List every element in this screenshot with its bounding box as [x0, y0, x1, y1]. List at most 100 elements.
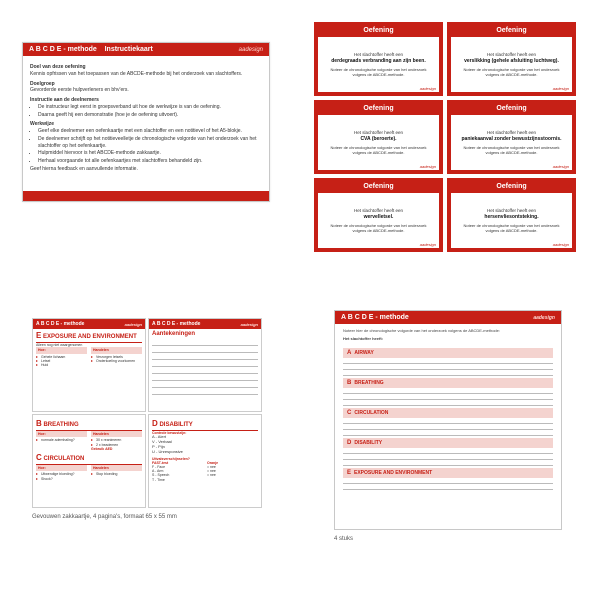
pocket-panel: A B C D E - methode aadesign Aantekening…	[148, 318, 262, 412]
brand-logo: aadesign	[125, 322, 142, 327]
brand-logo: aadesign	[533, 315, 555, 321]
write-line	[343, 484, 553, 490]
exercise-line2: wervelletsel.	[364, 214, 394, 220]
list-item: Herhaal voorgaande tot alle oefenkaartje…	[38, 158, 262, 165]
instruction-header-right: Instructiekaart	[105, 46, 153, 53]
bullet: Onderkoeling voorkomen	[91, 359, 142, 363]
section-text: Gevorderde eerste hulpverleners en bhv'e…	[30, 87, 262, 94]
instruction-header: A B C D E - methode Instructiekaart aade…	[23, 43, 269, 56]
instruction-body: Doel van deze oefening Kennis opfrissen …	[23, 56, 269, 191]
note-line	[152, 388, 258, 395]
bullet: Shock?	[36, 477, 87, 481]
exercise-card: Oefening Het slachtoffer heeft een CVA (…	[314, 100, 443, 174]
letter: E	[36, 331, 41, 340]
worksheet-intro: Noteer hier de chronologische volgorde v…	[343, 328, 553, 333]
worksheet-caption: 4 stuks	[334, 536, 353, 542]
brand-logo: aadesign	[420, 242, 436, 247]
two-column: FAST-test F - Face A - Arm S - Speech T …	[152, 461, 258, 482]
two-column: Hoe: Gehele lichaam Letsel Huid Handelen…	[36, 347, 142, 367]
exercise-line1: Het slachtoffer heeft een	[487, 208, 536, 213]
row-title: EXPOSURE AND ENVIRONMENT	[354, 470, 432, 476]
instruction-header-left: A B C D E - methode	[29, 46, 97, 53]
exercise-line2: derdegraads verbranding aan zijn been.	[331, 58, 425, 64]
section-text: Kennis opfrissen van het toepassen van d…	[30, 71, 262, 78]
letter-heading: C CIRCULATION	[36, 453, 142, 465]
exercise-line3: Noteer de chronologische volgorde van he…	[457, 224, 566, 234]
letter: C	[36, 453, 42, 462]
list-item: De deelnemer schrijft op het notitieveel…	[38, 136, 262, 150]
exercise-line2: CVA (beroerte).	[360, 136, 396, 142]
exercise-card: Oefening Het slachtoffer heeft een werve…	[314, 178, 443, 252]
pocket-body: E EXPOSURE AND ENVIRONMENT Alleen nog ni…	[33, 329, 145, 411]
exercise-line1: Het slachtoffer heeft een	[487, 52, 536, 57]
worksheet-row: CCIRCULATION	[343, 408, 553, 436]
brand-logo: aadesign	[420, 86, 436, 91]
bullet: 2 x beademen	[91, 443, 142, 447]
bullet: Stop bloeding	[91, 472, 142, 476]
pocket-header: A B C D E - methode aadesign	[33, 319, 145, 329]
letter: D	[152, 419, 158, 428]
section-list: De instructeur legt eerst in groepsverba…	[30, 104, 262, 119]
list-item: U - Unresponsive	[152, 450, 258, 455]
pocket-header: A B C D E - methode aadesign	[149, 319, 261, 329]
exercise-inner: Het slachtoffer heeft een CVA (beroerte)…	[318, 115, 439, 170]
exercise-line3: Noteer de chronologische volgorde van he…	[324, 68, 433, 78]
write-line	[343, 400, 553, 406]
worksheet-row: DDISABILITY	[343, 438, 553, 466]
exercise-line3: Noteer de chronologische volgorde van he…	[324, 146, 433, 156]
list-item: Daarna geeft hij een demonstratie (hoe j…	[38, 112, 262, 119]
exercise-title: Oefening	[318, 104, 439, 115]
row-letter: B	[347, 380, 351, 386]
col-header: Hoe:	[36, 465, 87, 471]
exercise-inner: Het slachtoffer heeft een paniekaanval z…	[451, 115, 572, 170]
exercise-title: Oefening	[451, 104, 572, 115]
row-title: DISABILITY	[354, 440, 382, 446]
worksheet-header: A B C D E - methode aadesign	[335, 311, 561, 324]
notes-title: Aantekeningen	[152, 331, 258, 339]
col-header: Hoe:	[36, 347, 87, 353]
exercise-title: Oefening	[451, 182, 572, 193]
instruction-footer-bar	[23, 191, 269, 201]
instruction-card: A B C D E - methode Instructiekaart aade…	[22, 42, 270, 202]
pocket-header-text: A B C D E - methode	[152, 321, 200, 327]
exercise-line2: hersenvliesontsteking.	[484, 214, 538, 220]
note-text: Gebruik AED	[91, 447, 142, 451]
bullet: normale ademhaling?	[36, 438, 87, 442]
brand-logo: aadesign	[553, 164, 569, 169]
list-item: Hulpmiddel hiervoor is het ABCDE-methode…	[38, 150, 262, 157]
two-column: Hoe: Uitwendige bloeding? Shock? Handele…	[36, 465, 142, 481]
section-list: Geef elke deelnemer een oefenkaartje met…	[30, 128, 262, 165]
row-title: CIRCULATION	[354, 410, 388, 416]
note-line	[152, 381, 258, 388]
col-header: Handelen	[91, 431, 142, 437]
exercise-line3: Noteer de chronologische volgorde van he…	[457, 146, 566, 156]
row-title: BREATHING	[354, 380, 383, 386]
exercise-card: Oefening Het slachtoffer heeft een versl…	[447, 22, 576, 96]
note-line	[152, 367, 258, 374]
list-item: Geef elke deelnemer een oefenkaartje met…	[38, 128, 262, 135]
list-item: = nee	[207, 473, 258, 477]
exercise-line1: Het slachtoffer heeft een	[354, 52, 403, 57]
col-header: Handelen	[91, 347, 142, 353]
write-line	[343, 370, 553, 376]
exercise-title: Oefening	[451, 26, 572, 37]
exercise-inner: Het slachtoffer heeft een verslikking (g…	[451, 37, 572, 92]
list-item: De instructeur legt eerst in groepsverba…	[38, 104, 262, 111]
letter-title: CIRCULATION	[43, 456, 84, 462]
letter: B	[36, 419, 42, 428]
exercise-card: Oefening Het slachtoffer heeft een panie…	[447, 100, 576, 174]
col-header: Hoe:	[36, 431, 87, 437]
pocket-grid: A B C D E - methode aadesign E EXPOSURE …	[32, 318, 262, 508]
exercise-line1: Het slachtoffer heeft een	[354, 208, 403, 213]
note-line	[152, 353, 258, 360]
pocket-header-text: A B C D E - methode	[36, 321, 84, 327]
exercise-line1: Het slachtoffer heeft een	[354, 130, 403, 135]
letter-heading: E EXPOSURE AND ENVIRONMENT	[36, 331, 142, 343]
worksheet-row: BBREATHING	[343, 378, 553, 406]
letter-title: EXPOSURE AND ENVIRONMENT	[43, 334, 137, 340]
exercise-line2: paniekaanval zonder bewustzijnsstoornis.	[461, 136, 561, 142]
section-heading: Werkwijze	[30, 121, 262, 128]
worksheet-body: Noteer hier de chronologische volgorde v…	[335, 324, 561, 529]
row-title: AIRWAY	[354, 350, 373, 356]
pocket-panel: A B C D E - methode aadesign E EXPOSURE …	[32, 318, 146, 412]
